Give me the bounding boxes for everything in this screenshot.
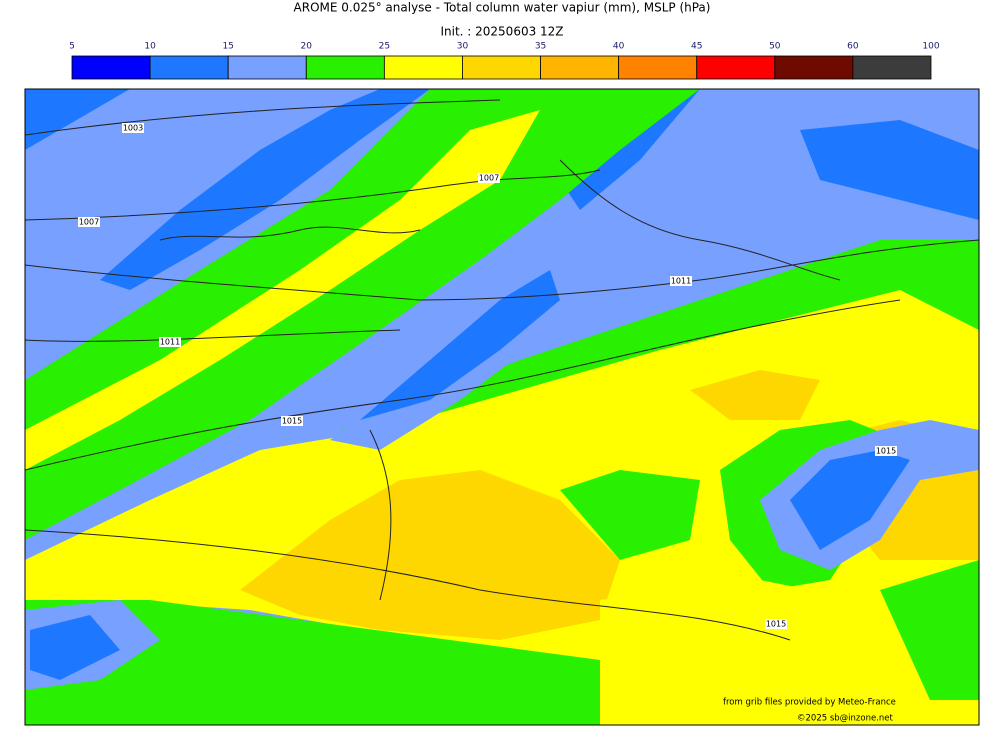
field-region — [25, 89, 130, 150]
isobar-label-bg — [765, 619, 787, 629]
field-region — [560, 89, 700, 210]
field-region — [25, 600, 620, 725]
colorbar-label: 50 — [769, 42, 781, 52]
contour-line — [25, 529, 791, 641]
colorbar-label: 45 — [691, 42, 702, 52]
isobar-label-bg — [159, 337, 181, 347]
isobar-label: 1011 — [671, 277, 691, 286]
isobar-label-bg — [670, 276, 692, 286]
field-region — [690, 370, 820, 420]
title: AROME 0.025° analyse - Total column wate… — [294, 1, 711, 15]
contour-line — [159, 226, 421, 241]
colorbar-segment — [383, 55, 463, 80]
colorbar: 5 10 15 20 25 30 35 40 45 50 60 100 — [69, 42, 940, 80]
isobar-label: 1011 — [160, 338, 180, 347]
field-region — [800, 120, 979, 220]
colorbar-segment — [305, 55, 385, 80]
field-region — [30, 615, 120, 680]
map: 1003 1007 1007 1011 1011 1015 1015 1015 — [25, 89, 979, 725]
colorbar-segment — [852, 55, 932, 80]
colorbar-label: 15 — [222, 42, 233, 52]
contour-line — [369, 429, 392, 601]
isobar-label-bg — [78, 217, 100, 227]
field-region — [100, 89, 430, 290]
colorbar-segment — [774, 55, 854, 80]
credit: ©2025 sb@inzone.net — [797, 714, 894, 724]
colorbar-label: 60 — [847, 42, 859, 52]
isobar-label: 1015 — [766, 620, 786, 629]
field-region — [600, 580, 979, 725]
isobar-label: 1003 — [123, 124, 143, 133]
isobar-label: 1007 — [479, 174, 499, 183]
field-region — [240, 470, 620, 640]
colorbar-label: 30 — [457, 42, 469, 52]
contour-line — [25, 299, 901, 471]
contour-line — [25, 329, 401, 342]
isobar-label-bg — [875, 446, 897, 456]
colorbar-segment — [71, 55, 151, 80]
isobar-label: 1007 — [79, 218, 99, 227]
contour-line — [25, 239, 979, 301]
contour-line — [559, 159, 841, 281]
colorbar-segment — [149, 55, 229, 80]
colorbar-label: 10 — [144, 42, 156, 52]
colorbar-segment — [227, 55, 307, 80]
colorbar-segment — [540, 55, 620, 80]
field-region — [25, 110, 540, 470]
colorbar-segment — [618, 55, 698, 80]
field-region — [340, 240, 979, 440]
isobar-label: 1015 — [282, 417, 302, 426]
isobar-label-bg — [281, 416, 303, 426]
credit: from grib files provided by Meteo-France — [723, 698, 896, 708]
isobar-label: 1015 — [876, 447, 896, 456]
field-region — [790, 450, 910, 550]
field-region — [560, 470, 700, 560]
colorbar-segment — [696, 55, 776, 80]
map-frame — [24, 88, 980, 726]
contour-line — [25, 99, 501, 136]
colorbar-label: 20 — [301, 42, 313, 52]
colorbar-label: 5 — [69, 42, 75, 52]
colorbar-segment — [462, 55, 541, 80]
isobar-label-bg — [122, 123, 144, 133]
colorbar-label: 100 — [922, 42, 939, 52]
colorbar-label: 40 — [613, 42, 625, 52]
contour-line — [25, 169, 601, 221]
init-time: Init. : 20250603 12Z — [440, 25, 563, 39]
field-region — [360, 270, 560, 420]
field-region — [25, 89, 700, 540]
colorbar-label: 25 — [379, 42, 390, 52]
colorbar-label: 35 — [535, 42, 546, 52]
isobar-label-bg — [478, 173, 500, 183]
field-region — [880, 560, 979, 700]
